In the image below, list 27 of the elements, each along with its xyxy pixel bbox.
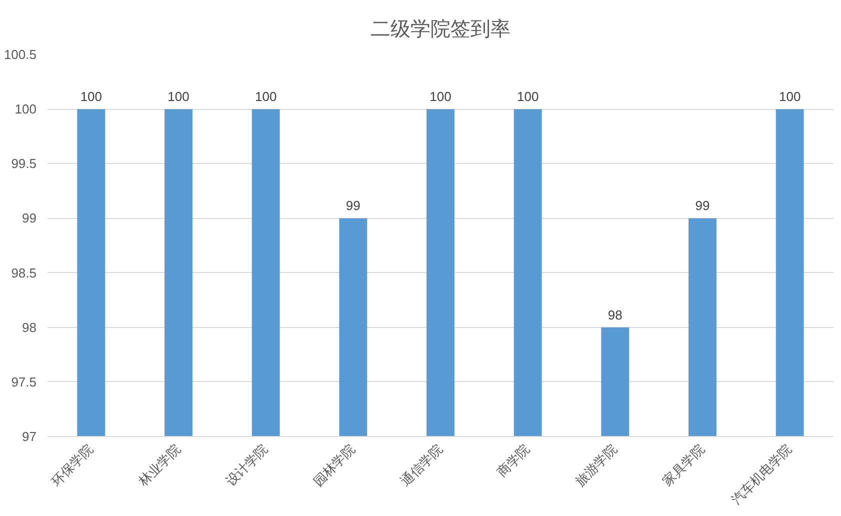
chart-title: 二级学院签到率: [370, 16, 510, 40]
x-tick-label: 通信学院: [398, 442, 446, 490]
x-tick-label: 设计学院: [224, 442, 272, 490]
data-label: 98: [608, 307, 622, 322]
y-tick-label: 100.5: [4, 47, 37, 62]
y-tick-label: 99: [22, 210, 37, 226]
x-tick-label: 环保学院: [49, 442, 96, 490]
y-tick-label: 97: [22, 429, 37, 444]
y-tick-label: 97.5: [11, 374, 37, 390]
data-label: 99: [346, 198, 360, 214]
data-label: 100: [168, 89, 190, 104]
x-tick-label: 林业学院: [136, 442, 184, 490]
y-tick-label: 100: [14, 102, 37, 117]
data-label: 99: [695, 198, 710, 214]
y-tick-label: 98: [22, 320, 37, 335]
y-tick-label: 99.5: [11, 156, 37, 172]
data-label: 100: [430, 89, 452, 104]
x-tick-label: 商学院: [494, 442, 534, 480]
x-tick-label: 汽车机电学院: [729, 442, 796, 508]
data-label: 100: [80, 89, 102, 104]
data-label: 100: [516, 89, 539, 104]
data-label: 100: [254, 89, 277, 104]
x-tick-label: 家具学院: [660, 441, 708, 490]
x-tick-label: 园林学院: [311, 442, 358, 490]
y-tick-label: 98.5: [11, 265, 37, 280]
data-label: 100: [778, 89, 801, 104]
x-tick-label: 旅游学院: [573, 442, 620, 490]
